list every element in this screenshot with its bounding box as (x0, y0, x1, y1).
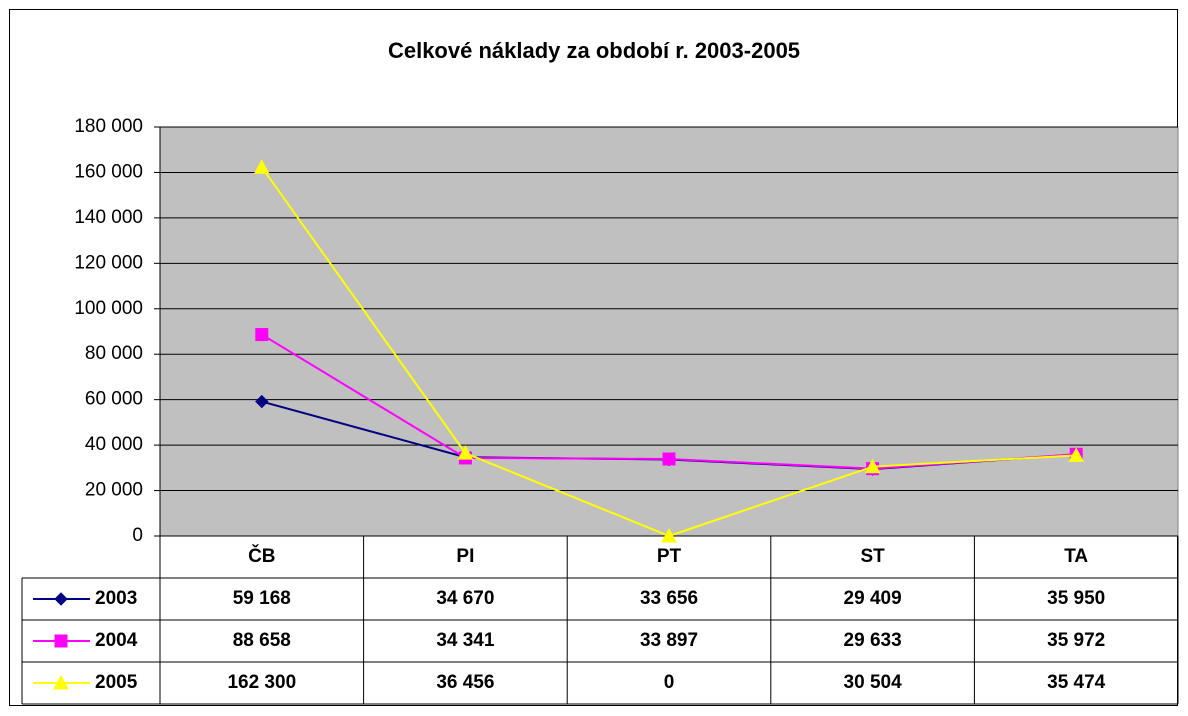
y-tick-label: 140 000 (74, 207, 143, 228)
x-tick-label: PI (456, 546, 474, 567)
table-value: 29 633 (844, 630, 902, 651)
marker (54, 634, 68, 648)
marker (53, 674, 69, 690)
table-value: 36 456 (436, 672, 494, 693)
y-tick-label: 180 000 (74, 116, 143, 137)
marker (255, 394, 269, 409)
table-value: 35 972 (1047, 630, 1105, 651)
x-tick-label: ST (860, 546, 885, 567)
x-tick-label: PT (657, 546, 682, 567)
marker (662, 452, 676, 466)
y-tick-label: 100 000 (74, 298, 143, 319)
marker (661, 527, 677, 543)
y-tick-label: 60 000 (85, 389, 143, 410)
y-tick-label: 160 000 (74, 161, 143, 182)
legend-label: 2004 (95, 630, 138, 651)
table-value: 88 658 (233, 630, 291, 651)
table-value: 34 670 (436, 588, 494, 609)
y-tick-label: 120 000 (74, 252, 143, 273)
table-value: 0 (664, 672, 675, 693)
y-tick-label: 40 000 (85, 434, 143, 455)
marker (253, 159, 270, 174)
legend-label: 2003 (95, 588, 137, 609)
plot-area (159, 126, 1179, 537)
table-value: 30 504 (844, 672, 903, 693)
y-tick-label: 0 (132, 525, 143, 546)
marker (54, 592, 68, 606)
y-tick-label: 20 000 (85, 480, 143, 501)
table-value: 35 950 (1047, 588, 1105, 609)
chart-title: Celkové náklady za období r. 2003-2005 (388, 38, 800, 63)
x-tick-label: TA (1064, 546, 1088, 567)
legend-label: 2005 (95, 672, 138, 693)
table-value: 59 168 (233, 588, 291, 609)
table-value: 162 300 (227, 672, 296, 693)
marker (864, 458, 881, 474)
table-value: 35 474 (1047, 672, 1106, 693)
table-value: 34 341 (436, 630, 495, 651)
table-value: 33 897 (640, 630, 698, 651)
marker (457, 445, 474, 460)
marker (255, 328, 269, 342)
table-value: 29 409 (844, 588, 902, 609)
table-value: 33 656 (640, 588, 698, 609)
x-tick-label: ČB (248, 545, 275, 567)
y-tick-label: 80 000 (85, 343, 143, 364)
marker (1068, 447, 1085, 462)
